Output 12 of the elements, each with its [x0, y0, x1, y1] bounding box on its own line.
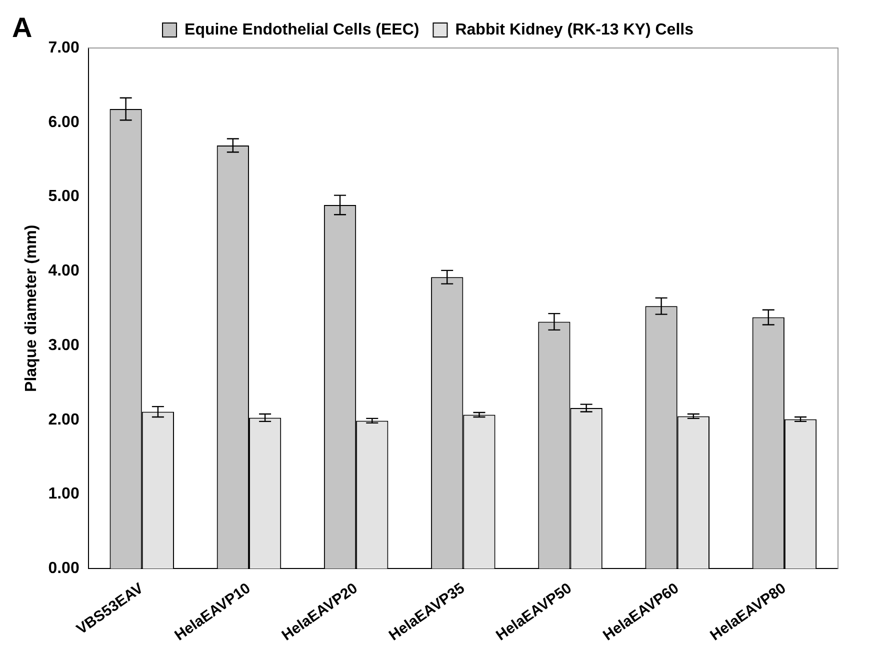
y-tick-label: 5.00 [48, 188, 80, 206]
legend-label: Equine Endothelial Cells (EEC) [184, 21, 420, 38]
legend-label: Rabbit Kidney (RK-13 KY) Cells [455, 21, 694, 38]
text: A [12, 12, 32, 44]
y-tick-label: 6.00 [48, 114, 80, 131]
y-tick-label: 2.00 [48, 411, 80, 428]
y-tick-label: 4.00 [48, 262, 80, 280]
y-tick-label: 3.00 [48, 336, 80, 354]
y-tick-label: 7.00 [48, 39, 80, 56]
y-tick-label: 0.00 [48, 560, 80, 578]
y-axis-title: Plaque diameter (mm) [23, 224, 40, 392]
y-tick-label: 1.00 [48, 486, 80, 503]
